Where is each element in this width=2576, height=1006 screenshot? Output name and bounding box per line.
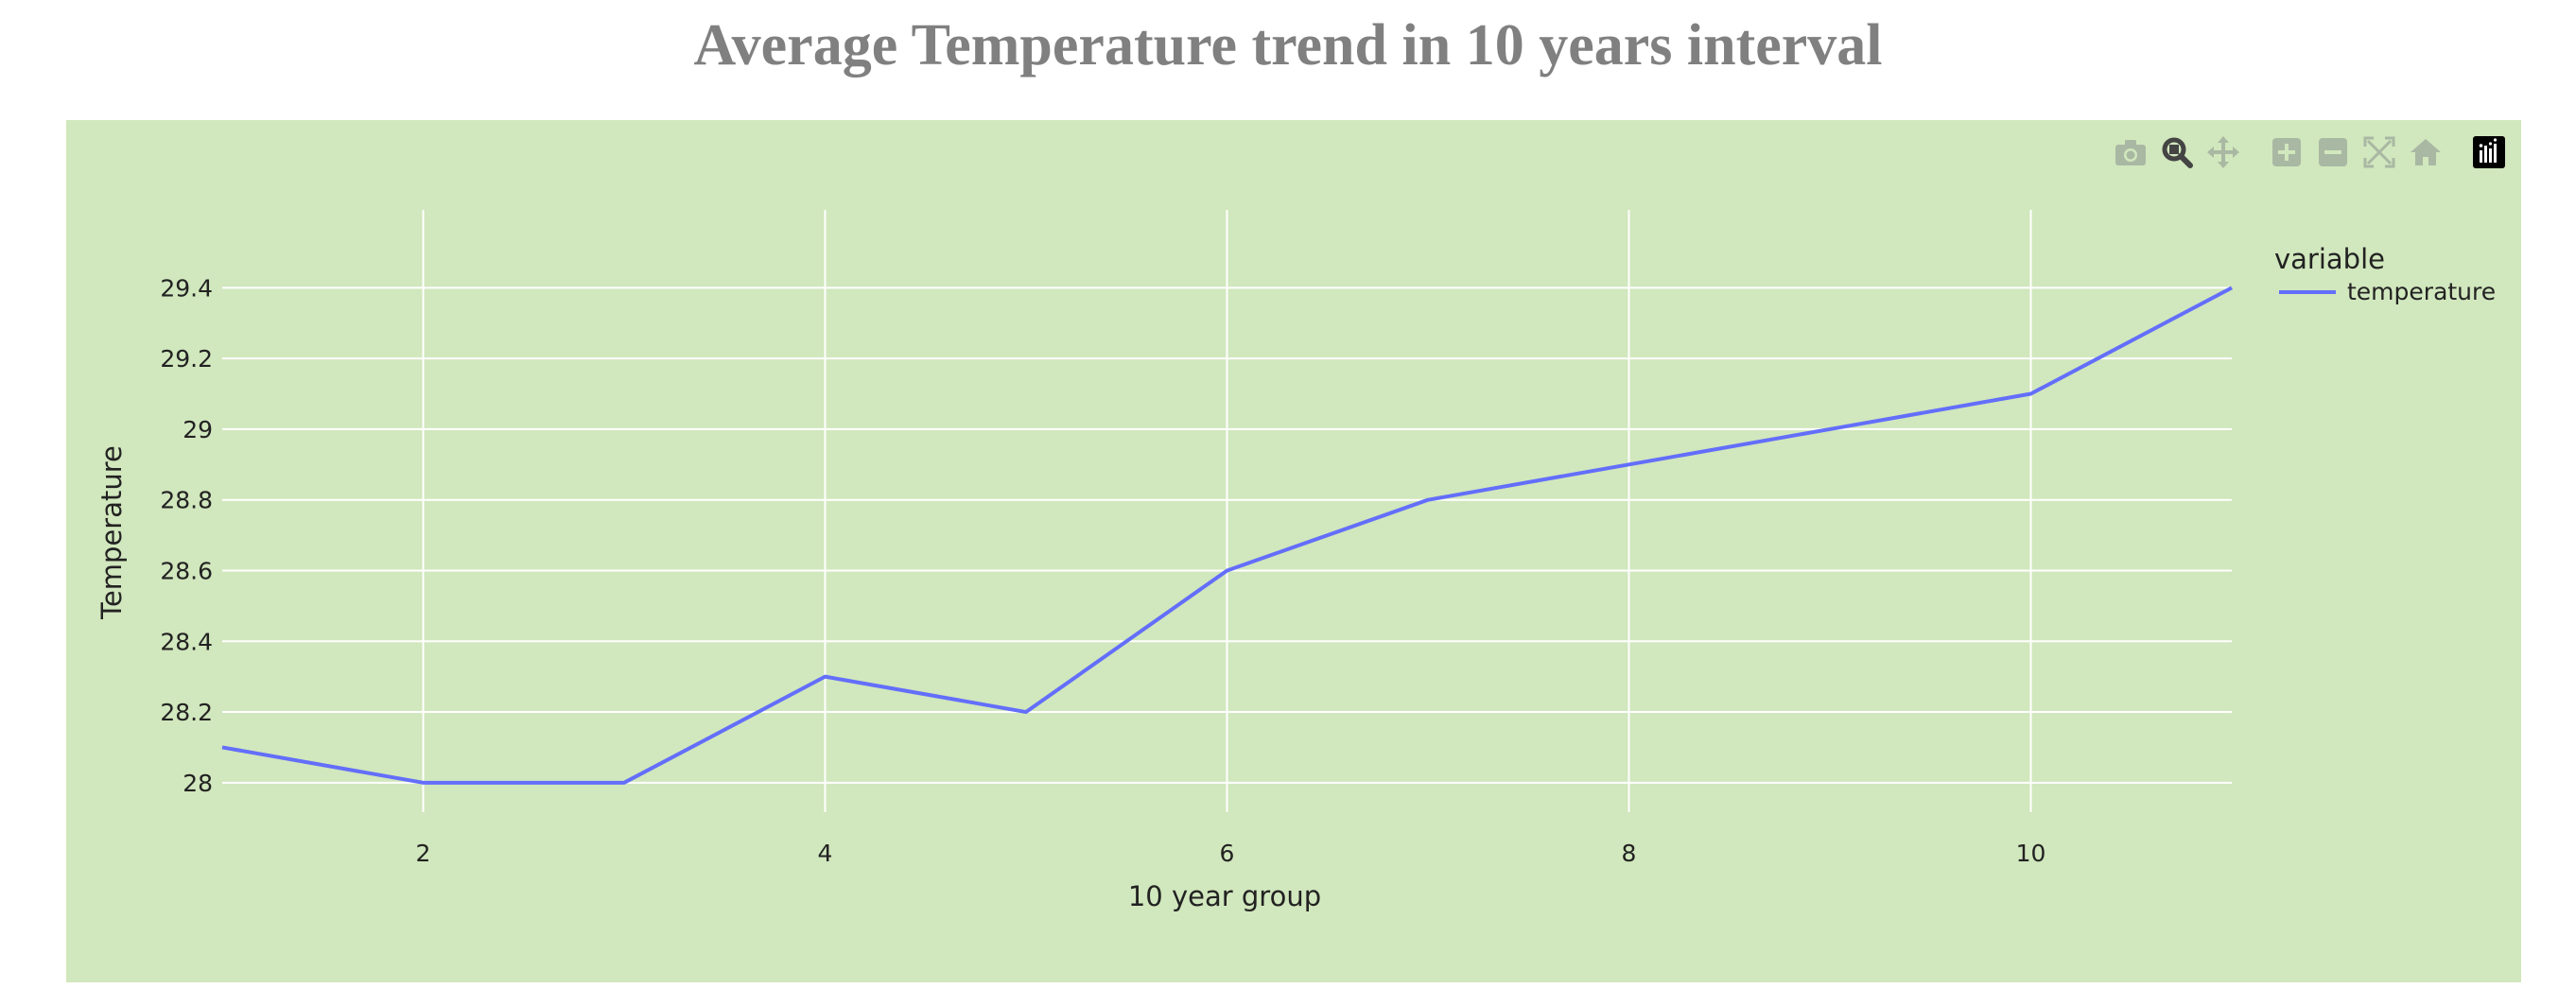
x-tick-label: 4	[818, 840, 833, 867]
y-axis-title: Temperature	[96, 445, 128, 620]
zoom-out-icon[interactable]	[2312, 131, 2354, 173]
x-tick-label: 8	[1622, 840, 1637, 867]
reset-axes-icon[interactable]	[2405, 131, 2446, 173]
legend[interactable]: variable temperature	[2274, 243, 2496, 305]
plotly-logo-icon[interactable]	[2468, 131, 2510, 173]
autoscale-icon[interactable]	[2358, 131, 2400, 173]
x-tick-label: 6	[1220, 840, 1235, 867]
plot-area[interactable]: 2 4 6 8 10 28 28.2 28.4 28.6 28.8 29 29.2 29.4 10 y…	[66, 120, 2521, 982]
chart-svg[interactable]: 2 4 6 8 10 28 28.2 28.4 28.6 28.8 29 29.2 29.4 10 y…	[66, 120, 2521, 982]
x-tick-label: 2	[416, 840, 431, 867]
legend-title: variable	[2274, 243, 2385, 275]
grid-lines	[222, 210, 2232, 812]
y-tick-label: 28.6	[160, 557, 213, 584]
x-tick-label: 10	[2016, 840, 2046, 867]
x-tick-labels: 2 4 6 8 10	[416, 840, 2046, 867]
y-tick-label: 28	[183, 770, 213, 797]
y-tick-label: 29.2	[160, 345, 213, 373]
y-tick-label: 28.8	[160, 487, 213, 514]
series-line-temperature[interactable]	[221, 286, 2233, 785]
legend-item[interactable]: temperature	[2279, 278, 2496, 305]
series-lines	[221, 286, 2233, 785]
x-axis-title: 10 year group	[1128, 880, 1321, 912]
zoom-in-icon[interactable]	[2266, 131, 2307, 173]
camera-icon[interactable]	[2110, 131, 2151, 173]
pan-icon[interactable]	[2202, 131, 2244, 173]
y-tick-label: 29	[183, 416, 213, 443]
y-tick-label: 28.4	[160, 628, 213, 655]
modebar[interactable]	[2105, 131, 2510, 173]
y-tick-label: 29.4	[160, 274, 213, 302]
y-tick-labels: 28 28.2 28.4 28.6 28.8 29 29.2 29.4	[160, 274, 213, 796]
chart-title: Average Temperature trend in 10 years in…	[693, 13, 1883, 78]
zoom-icon[interactable]	[2156, 131, 2198, 173]
y-tick-label: 28.2	[160, 699, 213, 726]
legend-label: temperature	[2347, 278, 2496, 305]
